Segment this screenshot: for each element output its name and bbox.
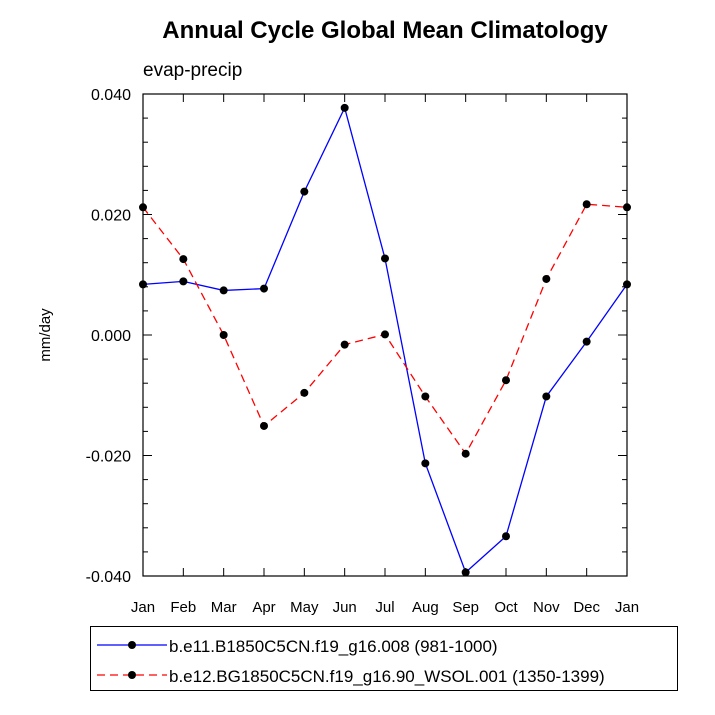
legend-swatch-series-1 xyxy=(97,641,167,649)
data-point-series-2 xyxy=(623,203,631,212)
legend-swatch-series-2 xyxy=(97,671,167,679)
y-tick-label: 0.020 xyxy=(91,208,131,225)
data-point-series-2 xyxy=(502,376,510,385)
x-tick-label: Jan xyxy=(131,599,155,616)
y-tick-label: 0.000 xyxy=(91,328,131,345)
data-point-series-1 xyxy=(582,337,591,346)
legend-item-series-1: b.e11.B1850C5CN.f19_g16.008 (981-1000) xyxy=(91,633,677,659)
legend-item-series-2: b.e12.BG1850C5CN.f19_g16.90_WSOL.001 (13… xyxy=(91,663,677,689)
y-tick-label: -0.040 xyxy=(86,569,131,586)
x-tick-label: Apr xyxy=(252,599,275,616)
data-point-series-2 xyxy=(582,200,591,209)
legend: b.e11.B1850C5CN.f19_g16.008 (981-1000) b… xyxy=(90,626,678,691)
data-point-series-2 xyxy=(340,340,349,349)
data-point-series-1 xyxy=(179,277,188,286)
legend-label-series-1: b.e11.B1850C5CN.f19_g16.008 (981-1000) xyxy=(169,637,498,656)
data-point-series-1 xyxy=(219,286,228,295)
data-point-series-1 xyxy=(421,459,430,468)
data-point-series-2 xyxy=(381,330,389,339)
data-point-series-1 xyxy=(300,187,309,196)
data-point-series-1 xyxy=(381,254,389,263)
data-point-series-2 xyxy=(219,331,228,339)
series-line-2 xyxy=(142,203,628,455)
data-point-series-1 xyxy=(502,532,510,541)
x-tick-label: Jun xyxy=(333,599,357,616)
axis-ticks: Jan Feb Mar Apr May Jun Jul Aug Sep Oct Nov Dec Jan-… xyxy=(86,87,639,616)
data-point-series-2 xyxy=(179,255,188,264)
x-tick-label: Sep xyxy=(452,599,479,616)
x-tick-label: Mar xyxy=(211,599,237,616)
y-axis-label: mm/day xyxy=(37,308,54,362)
data-point-series-1 xyxy=(461,568,470,577)
data-point-series-2 xyxy=(421,392,430,401)
series-group xyxy=(139,103,631,577)
chart-subtitle: evap-precip xyxy=(143,60,242,81)
x-tick-label: Aug xyxy=(412,599,439,616)
x-tick-label: May xyxy=(290,599,319,616)
data-point-series-2 xyxy=(260,421,268,430)
y-tick-label: 0.040 xyxy=(91,87,131,104)
data-point-series-1 xyxy=(340,103,349,112)
x-tick-label: Nov xyxy=(533,599,560,616)
data-point-series-2 xyxy=(300,388,309,397)
chart-title: Annual Cycle Global Mean Climatology xyxy=(162,17,608,44)
x-tick-label: Dec xyxy=(573,599,600,616)
x-tick-label: Jan xyxy=(615,599,639,616)
x-tick-label: Oct xyxy=(494,599,518,616)
series-line-1 xyxy=(142,105,628,574)
data-point-series-1 xyxy=(542,392,551,401)
x-tick-label: Feb xyxy=(170,599,196,616)
data-point-series-2 xyxy=(139,203,147,212)
data-point-series-2 xyxy=(461,449,470,458)
y-tick-label: -0.020 xyxy=(86,449,131,466)
data-point-series-1 xyxy=(139,280,147,289)
data-point-series-1 xyxy=(623,280,631,289)
x-tick-label: Jul xyxy=(375,599,394,616)
data-point-series-2 xyxy=(542,274,551,283)
legend-label-series-2: b.e12.BG1850C5CN.f19_g16.90_WSOL.001 (13… xyxy=(169,667,605,686)
data-point-series-1 xyxy=(260,284,268,293)
